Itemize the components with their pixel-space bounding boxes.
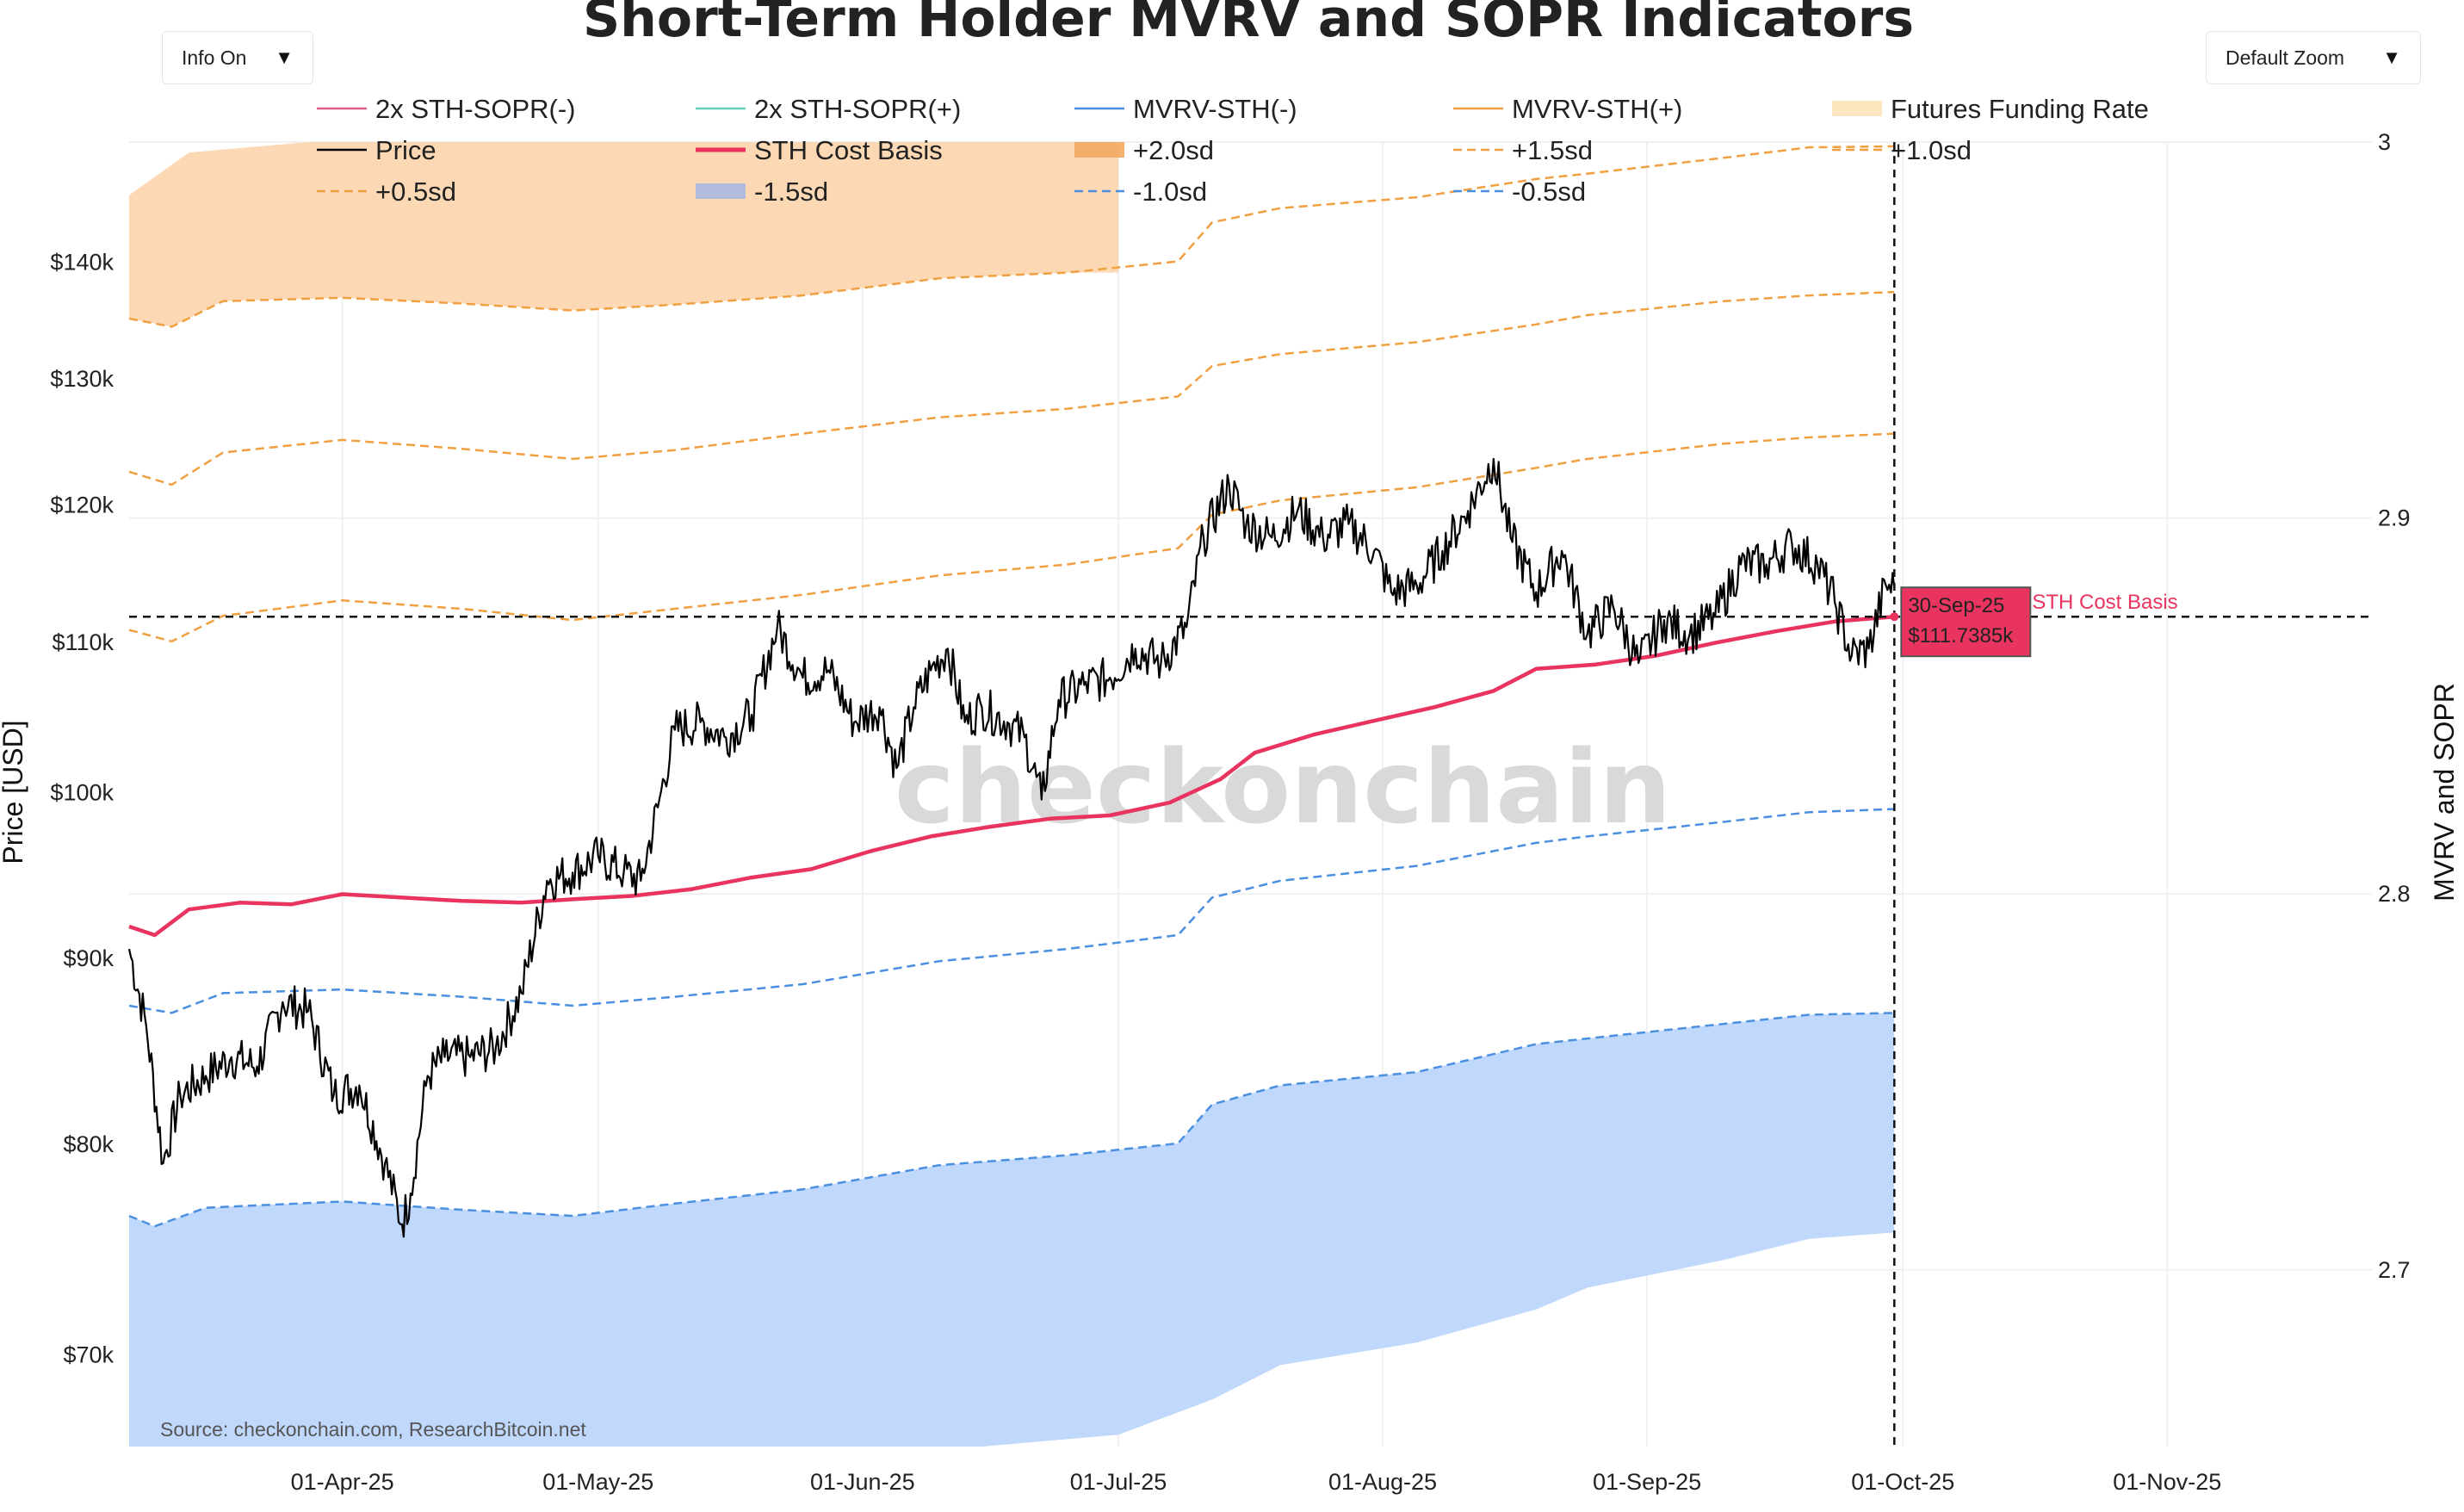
- x-tick-label: 01-Sep-25: [1593, 1469, 1701, 1495]
- y-tick-label: $80k: [63, 1131, 114, 1157]
- info-toggle-dropdown[interactable]: Info On ▼: [162, 31, 313, 84]
- y2-tick-label: 2.8: [2378, 881, 2411, 907]
- legend-label: 2x STH-SOPR(-): [375, 94, 576, 124]
- legend-label: +1.5sd: [1512, 135, 1593, 165]
- legend-label: +2.0sd: [1133, 135, 1214, 165]
- y-tick-label: $100k: [50, 779, 114, 805]
- y2-axis-label: MVRV and SOPR: [2429, 683, 2460, 902]
- legend-label: +1.0sd: [1891, 135, 1972, 165]
- sd-line--1_0sd: [128, 1012, 1895, 1228]
- sd-line-plus1_5sd: [128, 145, 1895, 328]
- y2-tick-label: 2.9: [2378, 505, 2411, 531]
- y-tick-label: $120k: [50, 493, 114, 518]
- legend-label: Futures Funding Rate: [1891, 94, 2149, 124]
- y-axis-label: Price [USD]: [0, 720, 28, 864]
- legend-swatch: [1832, 101, 1882, 116]
- legend-label: MVRV-STH(-): [1133, 94, 1297, 124]
- legend-label: STH Cost Basis: [754, 135, 943, 165]
- y-tick-label: $110k: [52, 629, 114, 655]
- info-toggle-label: Info On: [182, 46, 247, 69]
- crosshair-value: $111.7385k: [1908, 624, 2014, 648]
- minus-1_5sd-band: [129, 1013, 1895, 1447]
- x-tick-label: 01-Oct-25: [1851, 1469, 1954, 1495]
- crosshair: 30-Sep-25 $111.7385k STH Cost Basis: [129, 142, 2372, 1447]
- sth-cost-basis-line: [128, 614, 1895, 938]
- legend-swatch: [696, 183, 746, 199]
- sd-line--0_5sd: [128, 808, 1895, 1014]
- crosshair-date: 30-Sep-25: [1908, 594, 2004, 617]
- legend: 2x STH-SOPR(-) 2x STH-SOPR(+) MVRV-STH(-) M…: [317, 94, 2149, 207]
- crosshair-series-label: STH Cost Basis: [2032, 591, 2177, 614]
- y-tick-label: $130k: [50, 366, 114, 392]
- legend-label: -0.5sd: [1512, 177, 1586, 207]
- legend-label: -1.5sd: [754, 177, 828, 207]
- x-tick-label: 01-Apr-25: [291, 1469, 394, 1495]
- chart-title: Short-Term Holder MVRV and SOPR Indicato…: [583, 0, 1914, 49]
- watermark: checkonchain: [895, 728, 1671, 846]
- crosshair-marker: [1890, 612, 1899, 622]
- x-tick-label: 01-Jun-25: [810, 1469, 915, 1495]
- source-note: Source: checkonchain.com, ResearchBitcoi…: [160, 1418, 586, 1441]
- sd-bands: [129, 142, 1895, 1447]
- series-lines: [127, 145, 1896, 1238]
- legend-label: -1.0sd: [1133, 177, 1207, 207]
- y2-tick-label: 2.7: [2378, 1257, 2411, 1283]
- x-tick-label: 01-May-25: [542, 1469, 653, 1495]
- y-tick-label: $90k: [63, 945, 114, 971]
- chevron-down-icon: ▼: [2382, 46, 2401, 68]
- legend-label: +0.5sd: [375, 177, 456, 207]
- y2-tick-label: 3: [2378, 129, 2391, 155]
- chevron-down-icon: ▼: [275, 46, 294, 68]
- zoom-dropdown[interactable]: Default Zoom ▼: [2206, 31, 2421, 84]
- x-tick-label: 01-Aug-25: [1328, 1469, 1437, 1495]
- legend-label: Price: [375, 135, 436, 165]
- x-tick-label: 01-Nov-25: [2113, 1469, 2221, 1495]
- sd-line-plus1_0sd: [128, 290, 1895, 486]
- legend-swatch: [1074, 142, 1124, 158]
- axes: 01-Apr-25 01-May-25 01-Jun-25 01-Jul-25 01-A…: [50, 129, 2410, 1495]
- zoom-label: Default Zoom: [2226, 46, 2345, 69]
- legend-label: MVRV-STH(+): [1512, 94, 1682, 124]
- sd-line-plus0_5sd: [128, 432, 1895, 643]
- plus-2sd-band: [129, 142, 1118, 327]
- y-tick-label: $70k: [63, 1342, 114, 1367]
- y-tick-label: $140k: [50, 249, 114, 275]
- crosshair-tooltip-box: [1900, 586, 2032, 658]
- x-tick-label: 01-Jul-25: [1070, 1469, 1167, 1495]
- price-line: [127, 457, 1896, 1238]
- legend-label: 2x STH-SOPR(+): [754, 94, 961, 124]
